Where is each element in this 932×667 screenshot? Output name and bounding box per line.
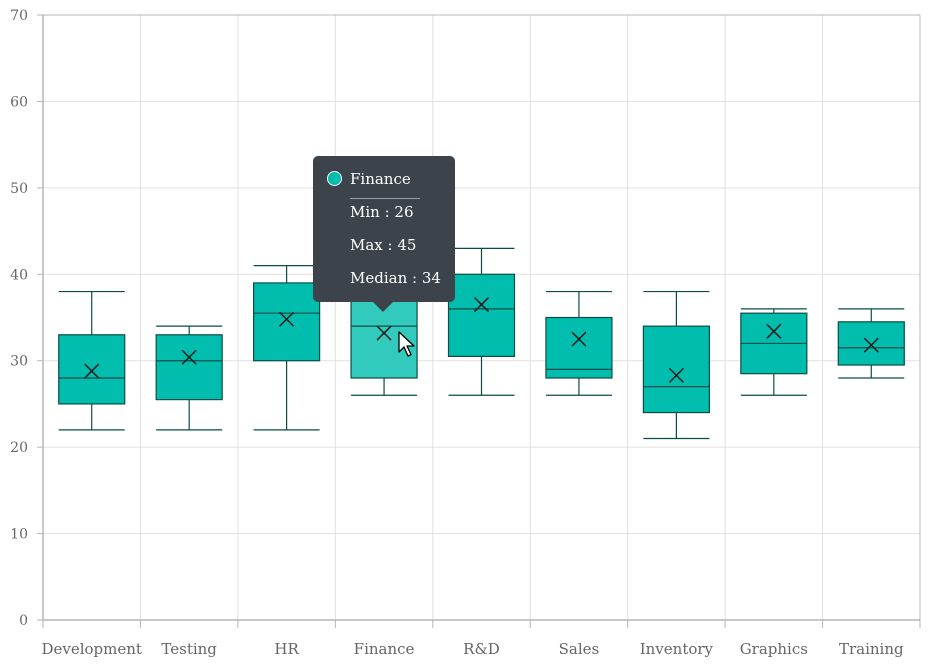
x-axis-category-labels: Development Testing HR Finance R&D Sales Inven… [41,640,904,658]
y-tick-label: 30 [10,354,28,370]
x-category-label: Development [41,640,141,658]
interquartile-box [643,326,709,412]
x-category-label: Finance [354,640,415,658]
box-inventory [643,292,709,439]
box-testing [156,326,222,430]
y-tick-label: 10 [10,527,28,543]
interquartile-box [449,274,515,356]
interquartile-box [254,283,320,361]
y-tick-label: 60 [10,94,28,110]
y-tick-label: 70 [10,8,28,24]
x-category-label: Inventory [640,640,714,658]
box-r-d [449,248,515,395]
x-category-label: R&D [463,640,500,658]
x-category-label: Sales [559,640,600,658]
y-tick-label: 0 [19,613,28,629]
series-marker-icon [327,171,342,186]
y-tick-label: 40 [10,267,28,283]
box-series [59,231,905,438]
tooltip: Finance Min : 26 Max : 45 Median : 34 [313,156,455,302]
interquartile-box [59,335,125,404]
box-development [59,292,125,430]
box-training [838,309,904,378]
tooltip-pointer [373,302,393,312]
x-category-label: Training [839,640,904,658]
tooltip-max: Max : 45 [350,236,416,254]
x-category-label: Graphics [740,640,808,658]
tooltip-min: Min : 26 [350,203,414,221]
tooltip-median: Median : 34 [350,269,441,287]
box-sales [546,292,612,396]
tooltip-divider [350,198,420,199]
x-category-label: HR [274,640,299,658]
tooltip-title: Finance [350,170,411,188]
y-tick-label: 50 [10,181,28,197]
mouse-cursor-icon [398,331,420,359]
interquartile-box [156,335,222,400]
box-graphics [741,309,807,395]
y-tick-label: 20 [10,440,28,456]
y-axis-tick-labels: 0 10 20 30 40 50 60 70 [10,8,28,629]
interquartile-box [838,322,904,365]
x-category-label: Testing [161,640,217,658]
box-hr [254,266,320,430]
